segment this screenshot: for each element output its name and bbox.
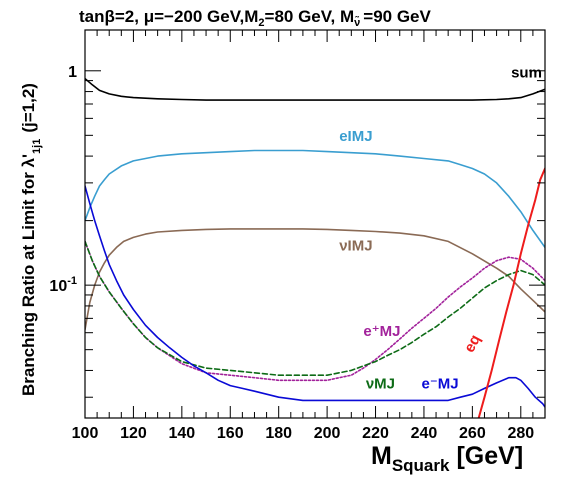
series-line-emj (85, 240, 545, 382)
series-line-emj (85, 185, 545, 408)
x-tick-label: 200 (314, 425, 341, 442)
series-label-emj: e⁺MJ (363, 323, 400, 340)
y-axis-label: Branching Ratio at Limit for λ'1j1(j=1,2… (19, 83, 43, 396)
axes: 100 120 140 160 180 200 220 240 260 280 1 10-1 (49, 29, 546, 442)
series-line-sum (85, 77, 545, 101)
series-label-eq: eq (461, 332, 484, 355)
y-tick-label: 1 (68, 64, 77, 81)
x-axis-label: MSquark [GeV] (371, 442, 523, 475)
y-tick-label: 10-1 (49, 275, 77, 295)
series-label-emj: e⁻MJ (422, 375, 459, 392)
x-tick-label: 140 (168, 425, 195, 442)
x-tick-label: 240 (411, 425, 438, 442)
x-tick-label: 220 (362, 425, 389, 442)
x-tick-label: 120 (120, 425, 147, 442)
plot-area: sum eIMJ νIMJ e⁺MJ νMJ e⁻MJ eq (85, 65, 545, 418)
x-tick-label: 180 (265, 425, 292, 442)
series-label-imj: νIMJ (339, 238, 372, 255)
series-line-eimj (85, 149, 545, 249)
series-line-eq (477, 167, 545, 418)
series-group (85, 77, 545, 418)
series-line-mj (85, 240, 545, 376)
x-tick-label: 260 (459, 425, 486, 442)
x-tick-label: 100 (72, 425, 99, 442)
series-label-mj: νMJ (366, 375, 395, 392)
series-label-sum: sum (511, 65, 542, 82)
x-tick-label: 280 (507, 425, 534, 442)
chart-title: tanβ=2, μ=−200 GeV,M2=80 GeV, Mν̃ =90 GeV (79, 7, 432, 29)
x-tick-label: 160 (217, 425, 244, 442)
series-label-eimj: eIMJ (339, 128, 372, 145)
